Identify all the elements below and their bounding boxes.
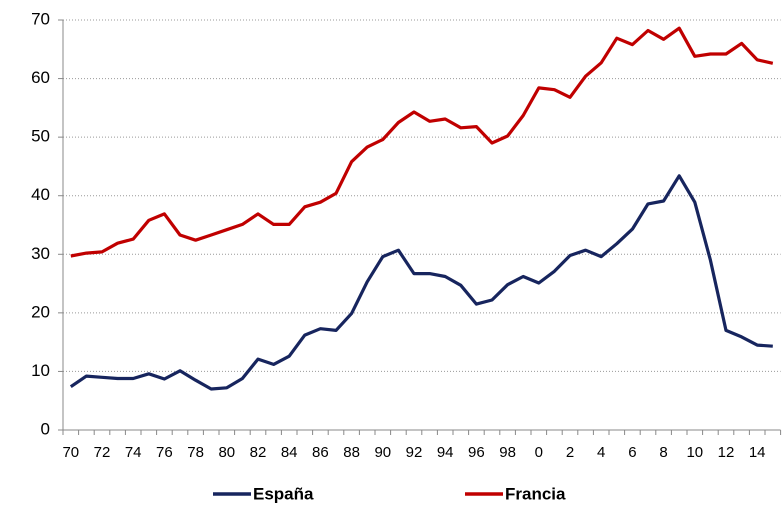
x-tick-label: 94 — [437, 444, 454, 461]
legend-label: España — [253, 484, 314, 503]
x-tick-label: 70 — [62, 444, 79, 461]
x-tick-label: 6 — [628, 444, 636, 461]
x-tick-label: 2 — [566, 444, 574, 461]
x-tick-label: 10 — [686, 444, 703, 461]
x-tick-label: 14 — [749, 444, 766, 461]
y-tick-label: 70 — [31, 9, 50, 28]
x-tick-label: 80 — [218, 444, 235, 461]
y-tick-label: 10 — [31, 361, 50, 380]
x-tick-label: 4 — [597, 444, 605, 461]
legend-label: Francia — [505, 484, 566, 503]
x-tick-label: 86 — [312, 444, 329, 461]
x-tick-label: 98 — [499, 444, 516, 461]
x-tick-label: 12 — [718, 444, 735, 461]
x-tick-label: 84 — [281, 444, 298, 461]
x-tick-label: 92 — [406, 444, 423, 461]
x-tick-label: 88 — [343, 444, 360, 461]
x-tick-label: 96 — [468, 444, 485, 461]
y-tick-label: 40 — [31, 185, 50, 204]
x-tick-label: 78 — [187, 444, 204, 461]
x-tick-label: 8 — [659, 444, 667, 461]
x-tick-label: 72 — [94, 444, 111, 461]
y-tick-label: 60 — [31, 68, 50, 87]
y-tick-label: 50 — [31, 127, 50, 146]
series-line — [69, 174, 773, 391]
x-tick-label: 0 — [535, 444, 543, 461]
y-tick-label: 0 — [41, 419, 50, 438]
x-tick-label: 90 — [374, 444, 391, 461]
x-tick-label: 76 — [156, 444, 173, 461]
x-tick-label: 82 — [250, 444, 267, 461]
x-tick-label: 74 — [125, 444, 142, 461]
series-line — [70, 26, 774, 258]
y-tick-label: 30 — [31, 244, 50, 263]
y-tick-label: 20 — [31, 302, 50, 321]
